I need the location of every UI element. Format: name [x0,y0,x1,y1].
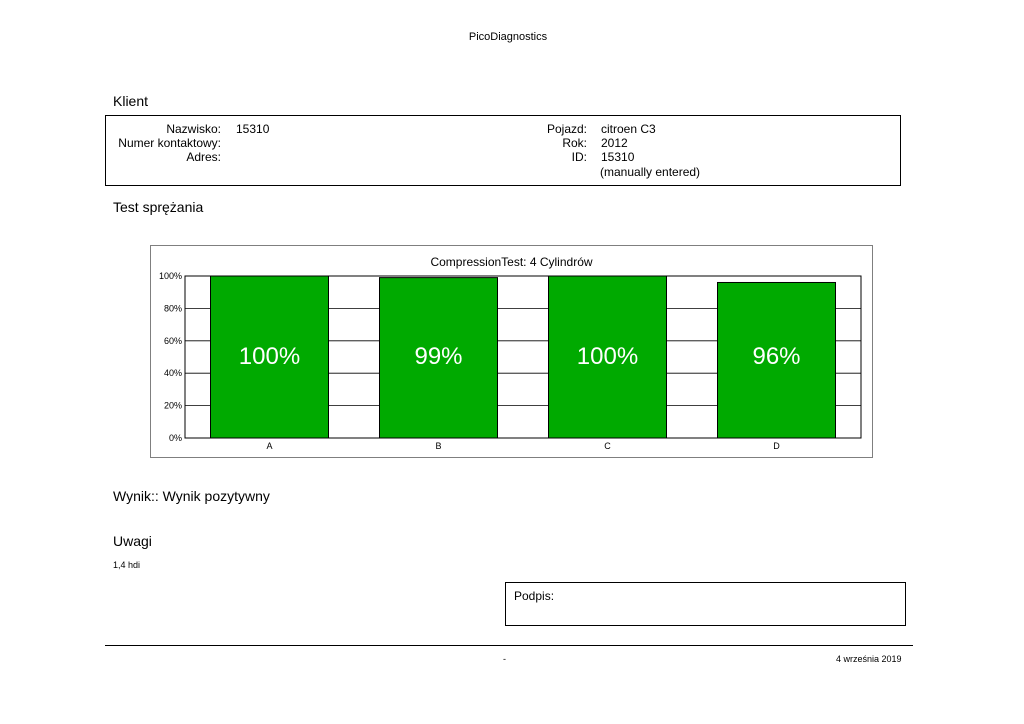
compression-test-section-title: Test sprężania [113,199,204,215]
x-tick-label: B [435,441,441,451]
id-value: 15310 [601,150,635,164]
x-tick-label: C [604,441,611,451]
remarks-text: 1,4 hdi [113,560,141,570]
footer-date: 4 września 2019 [836,654,902,664]
address-label: Adres: [186,150,221,164]
client-section-title: Klient [113,93,149,109]
remarks-section-title: Uwagi [113,533,152,549]
signature-label: Podpis: [514,589,555,603]
bar-A [210,275,329,439]
x-tick-label: D [773,441,780,451]
y-tick-label: 60% [164,336,182,346]
x-tick-label: A [266,441,272,451]
footer-center-text: - [503,654,506,664]
id-manually-entered-note: (manually entered) [600,165,701,179]
id-label: ID: [571,150,587,164]
footer-divider [105,645,913,646]
year-label: Rok: [562,136,587,150]
surname-label: Nazwisko: [166,122,221,136]
y-tick-label: 80% [164,303,182,313]
vehicle-label: Pojazd: [546,122,587,136]
bar-D [717,281,836,439]
vehicle-value: citroen C3 [601,122,656,136]
client-info-box: Nazwisko: 15310 Numer kontaktowy: Adres:… [105,115,901,186]
year-value: 2012 [601,136,628,150]
signature-box: Podpis: [505,582,906,626]
bar-value-label: 100% [239,343,300,370]
bar-value-label: 99% [414,343,462,370]
chart-title: CompressionTest: 4 Cylindrów [430,255,593,269]
y-tick-label: 0% [169,433,182,443]
bar-value-label: 96% [752,343,800,370]
surname-value: 15310 [236,122,270,136]
bar-B [379,277,498,439]
contact-number-label: Numer kontaktowy: [118,136,221,150]
test-result-text: Wynik:: Wynik pozytywny [113,488,270,504]
bar-C [548,275,667,439]
y-tick-label: 40% [164,368,182,378]
y-tick-label: 100% [159,271,182,281]
bar-value-label: 100% [577,343,638,370]
y-tick-label: 20% [164,401,182,411]
report-app-title: PicoDiagnostics [468,31,548,43]
